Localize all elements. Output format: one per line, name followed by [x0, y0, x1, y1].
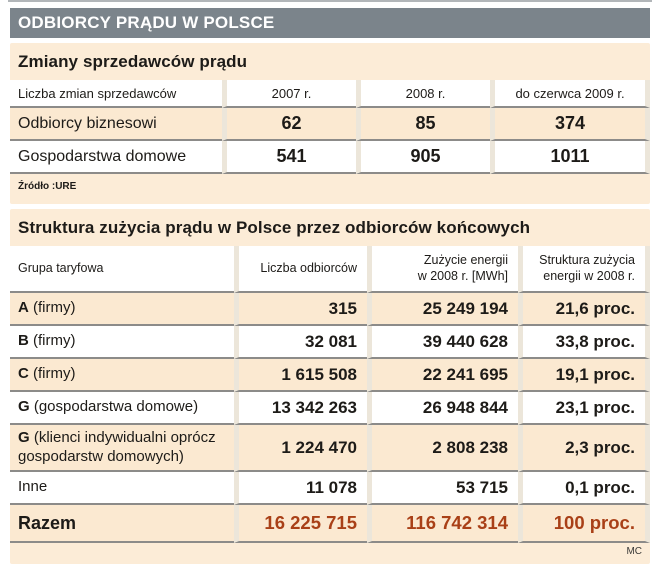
column-header-energy-usage: Zużycie energii w 2008 r. [MWh] — [367, 246, 518, 293]
row-label: A (firmy) — [10, 293, 234, 326]
cell-value: 39 440 628 — [367, 326, 518, 359]
structure-table: Grupa taryfowa Liczba odbiorców Zużycie … — [10, 246, 650, 543]
row-label: Inne — [10, 472, 234, 505]
column-header-line: w 2008 r. [MWh] — [417, 268, 508, 283]
tariff-letter: B — [18, 332, 29, 350]
table-row-tariff-a: A (firmy) 315 25 249 194 21,6 proc. — [10, 293, 650, 326]
row-label: C (firmy) — [10, 359, 234, 392]
structure-table-header-row: Grupa taryfowa Liczba odbiorców Zużycie … — [10, 246, 650, 293]
row-label: Odbiorcy biznesowi — [10, 108, 222, 141]
cell-value: 1 224 470 — [234, 425, 367, 472]
row-label: B (firmy) — [10, 326, 234, 359]
table-row-tariff-c: C (firmy) 1 615 508 22 241 695 19,1 proc… — [10, 359, 650, 392]
cell-value: 33,8 proc. — [518, 326, 650, 359]
row-label: G (gospodarstwa domowe) — [10, 392, 234, 425]
column-header-tariff-group: Grupa taryfowa — [10, 246, 234, 293]
column-header-line: Zużycie energii — [423, 253, 508, 268]
cell-value: 11 078 — [234, 472, 367, 505]
sellers-table-header-row: Liczba zmian sprzedawców 2007 r. 2008 r.… — [10, 80, 650, 108]
column-header-2008: 2008 r. — [356, 80, 490, 108]
table-row-households: Gospodarstwa domowe 541 905 1011 — [10, 141, 650, 174]
section-sellers-panel: Zmiany sprzedawców prądu Liczba zmian sp… — [10, 43, 650, 204]
column-header-line: energii w 2008 r. — [543, 268, 635, 283]
section-sellers-heading: Zmiany sprzedawców prądu — [18, 52, 248, 71]
total-value: 100 proc. — [518, 505, 650, 543]
cell-value: 13 342 263 — [234, 392, 367, 425]
tariff-description: (gospodarstwa domowe) — [29, 398, 199, 416]
table-row-tariff-g-households: G (gospodarstwa domowe) 13 342 263 26 94… — [10, 392, 650, 425]
column-header-consumers-count: Liczba odbiorców — [234, 246, 367, 293]
tariff-letter: G — [18, 428, 30, 446]
table-row-business: Odbiorcy biznesowi 62 85 374 — [10, 108, 650, 141]
column-header-metric: Liczba zmian sprzedawców — [10, 80, 222, 108]
cell-value: 315 — [234, 293, 367, 326]
column-header-line: Struktura zużycia — [539, 253, 635, 268]
cell-value: 541 — [222, 141, 356, 174]
table-row-total: Razem 16 225 715 116 742 314 100 proc. — [10, 505, 650, 543]
cell-value: 21,6 proc. — [518, 293, 650, 326]
tariff-description: Inne — [18, 478, 48, 496]
top-border-line — [8, 0, 652, 2]
cell-value: 374 — [490, 108, 650, 141]
cell-value: 2,3 proc. — [518, 425, 650, 472]
cell-value: 1011 — [490, 141, 650, 174]
cell-value: 2 808 238 — [367, 425, 518, 472]
cell-value: 26 948 844 — [367, 392, 518, 425]
tariff-description: (firmy) — [28, 299, 76, 317]
title-bar: ODBIORCY PRĄDU W POLSCE — [10, 8, 650, 38]
table-row-tariff-b: B (firmy) 32 081 39 440 628 33,8 proc. — [10, 326, 650, 359]
section-structure-heading: Struktura zużycia prądu w Polsce przez o… — [18, 218, 531, 237]
row-label: Gospodarstwa domowe — [10, 141, 222, 174]
author-credit: MC — [626, 546, 642, 557]
column-header-usage-share: Struktura zużycia energii w 2008 r. — [518, 246, 650, 293]
tariff-description: (firmy) — [28, 365, 76, 383]
cell-value: 1 615 508 — [234, 359, 367, 392]
source-note: Źródło :URE — [18, 181, 77, 192]
cell-value: 85 — [356, 108, 490, 141]
column-header-2007: 2007 r. — [222, 80, 356, 108]
cell-value: 25 249 194 — [367, 293, 518, 326]
total-label: Razem — [10, 505, 234, 543]
table-row-tariff-g-individual: G (klienci indywidualni oprócz gospodars… — [10, 425, 650, 472]
cell-value: 23,1 proc. — [518, 392, 650, 425]
tariff-letter: G — [18, 398, 30, 416]
total-value: 116 742 314 — [367, 505, 518, 543]
cell-value: 0,1 proc. — [518, 472, 650, 505]
tariff-letter: A — [18, 299, 29, 317]
cell-value: 905 — [356, 141, 490, 174]
cell-value: 32 081 — [234, 326, 367, 359]
tariff-description: (firmy) — [28, 332, 76, 350]
cell-value: 19,1 proc. — [518, 359, 650, 392]
cell-value: 22 241 695 — [367, 359, 518, 392]
cell-value: 62 — [222, 108, 356, 141]
infographic-frame: ODBIORCY PRĄDU W POLSCE Zmiany sprzedawc… — [8, 0, 652, 564]
sellers-table: Liczba zmian sprzedawców 2007 r. 2008 r.… — [10, 80, 650, 174]
cell-value: 53 715 — [367, 472, 518, 505]
column-header-2009: do czerwca 2009 r. — [490, 80, 650, 108]
page-title: ODBIORCY PRĄDU W POLSCE — [18, 13, 275, 32]
tariff-description: (klienci indywidualni oprócz gospodarstw… — [18, 428, 216, 465]
section-structure-panel: Struktura zużycia prądu w Polsce przez o… — [10, 209, 650, 564]
tariff-letter: C — [18, 365, 29, 383]
table-row-other: Inne 11 078 53 715 0,1 proc. — [10, 472, 650, 505]
row-label: G (klienci indywidualni oprócz gospodars… — [10, 425, 234, 472]
total-value: 16 225 715 — [234, 505, 367, 543]
